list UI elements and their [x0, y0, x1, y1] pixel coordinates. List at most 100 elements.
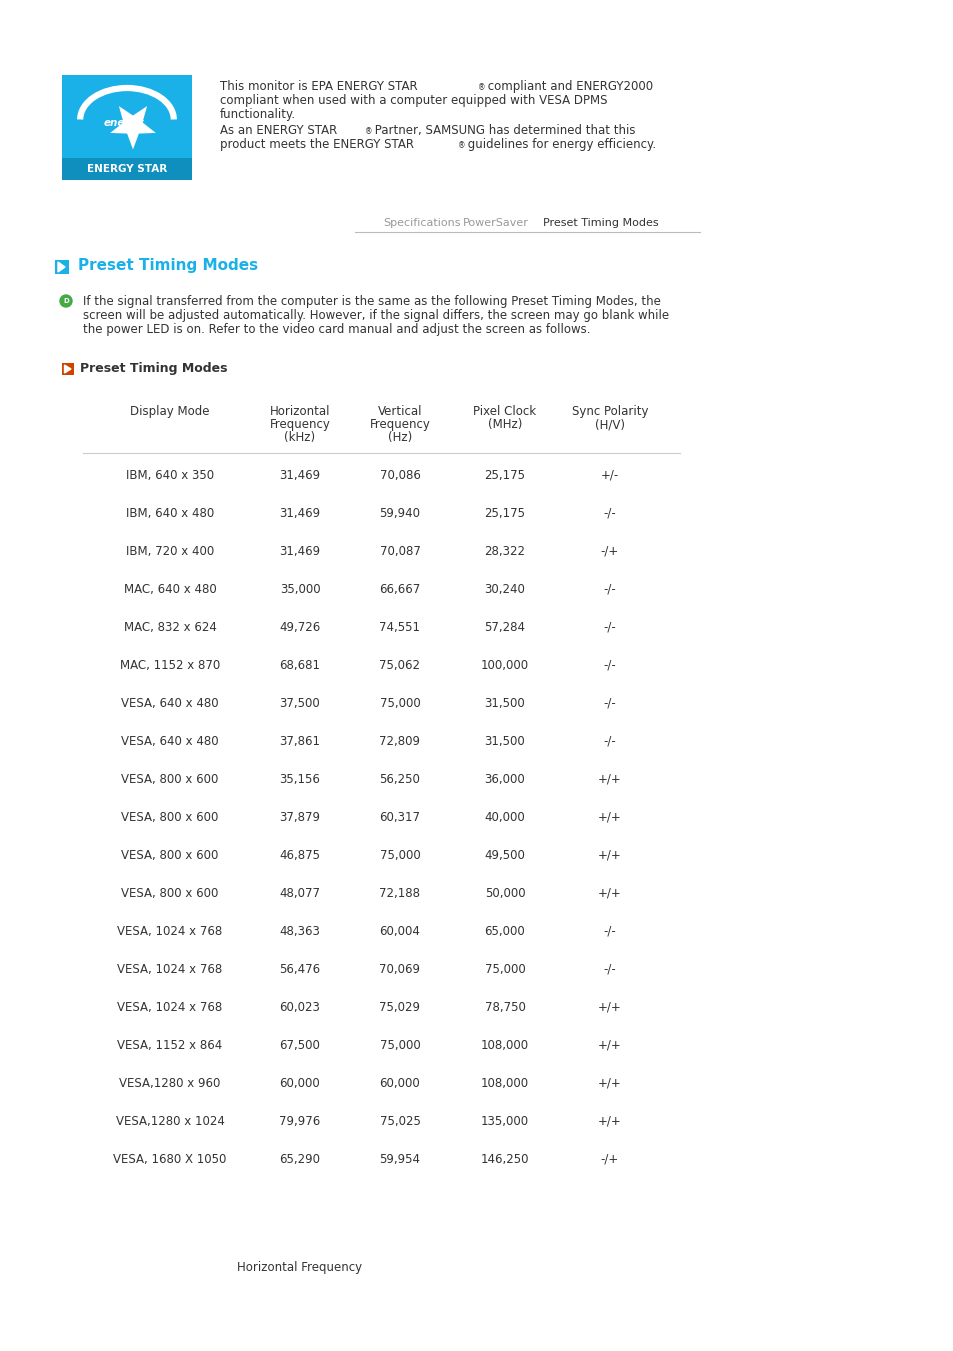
- Text: ®: ®: [477, 82, 485, 92]
- Text: 59,940: 59,940: [379, 507, 420, 520]
- Text: VESA, 1024 x 768: VESA, 1024 x 768: [117, 925, 222, 938]
- Text: 75,000: 75,000: [379, 697, 420, 711]
- Text: VESA, 800 x 600: VESA, 800 x 600: [121, 888, 218, 900]
- Text: +/+: +/+: [598, 811, 621, 824]
- Text: 108,000: 108,000: [480, 1077, 529, 1090]
- Text: ®: ®: [457, 141, 465, 150]
- Text: -/-: -/-: [603, 697, 616, 711]
- Text: 56,476: 56,476: [279, 963, 320, 975]
- Text: IBM, 640 x 480: IBM, 640 x 480: [126, 507, 213, 520]
- Text: IBM, 720 x 400: IBM, 720 x 400: [126, 544, 213, 558]
- Text: 46,875: 46,875: [279, 848, 320, 862]
- Text: 75,000: 75,000: [379, 848, 420, 862]
- Text: (H/V): (H/V): [595, 417, 624, 431]
- Text: 70,087: 70,087: [379, 544, 420, 558]
- Text: 36,000: 36,000: [484, 773, 525, 786]
- Text: +/-: +/-: [600, 469, 618, 482]
- Text: energy: energy: [104, 119, 144, 128]
- Text: 49,726: 49,726: [279, 621, 320, 634]
- Text: 49,500: 49,500: [484, 848, 525, 862]
- Text: 108,000: 108,000: [480, 1039, 529, 1052]
- Text: 40,000: 40,000: [484, 811, 525, 824]
- Text: screen will be adjusted automatically. However, if the signal differs, the scree: screen will be adjusted automatically. H…: [83, 309, 668, 322]
- Text: MAC, 1152 x 870: MAC, 1152 x 870: [120, 659, 220, 671]
- Circle shape: [60, 295, 71, 307]
- Text: (Hz): (Hz): [388, 431, 412, 444]
- Text: VESA, 640 x 480: VESA, 640 x 480: [121, 697, 218, 711]
- Text: 48,363: 48,363: [279, 925, 320, 938]
- Text: guidelines for energy efficiency.: guidelines for energy efficiency.: [463, 138, 656, 151]
- Text: 59,954: 59,954: [379, 1152, 420, 1166]
- Text: Preset Timing Modes: Preset Timing Modes: [78, 258, 258, 273]
- Text: VESA, 1024 x 768: VESA, 1024 x 768: [117, 963, 222, 975]
- Text: 30,240: 30,240: [484, 584, 525, 596]
- Text: VESA,1280 x 1024: VESA,1280 x 1024: [115, 1115, 224, 1128]
- Text: 79,976: 79,976: [279, 1115, 320, 1128]
- Text: 65,290: 65,290: [279, 1152, 320, 1166]
- Text: 31,500: 31,500: [484, 697, 525, 711]
- Text: +/+: +/+: [598, 848, 621, 862]
- Text: -/+: -/+: [600, 544, 618, 558]
- Text: compliant when used with a computer equipped with VESA DPMS: compliant when used with a computer equi…: [220, 95, 607, 107]
- Text: -/-: -/-: [603, 735, 616, 748]
- Text: 75,000: 75,000: [379, 1039, 420, 1052]
- Text: Preset Timing Modes: Preset Timing Modes: [542, 218, 658, 228]
- Text: product meets the ENERGY STAR: product meets the ENERGY STAR: [220, 138, 414, 151]
- Text: -/-: -/-: [603, 584, 616, 596]
- Text: 31,469: 31,469: [279, 544, 320, 558]
- Text: (kHz): (kHz): [284, 431, 315, 444]
- Polygon shape: [65, 365, 71, 373]
- Text: Frequency: Frequency: [270, 417, 330, 431]
- Text: VESA, 800 x 600: VESA, 800 x 600: [121, 811, 218, 824]
- Text: VESA, 1680 X 1050: VESA, 1680 X 1050: [113, 1152, 227, 1166]
- Polygon shape: [110, 107, 155, 150]
- Text: functionality.: functionality.: [220, 108, 295, 122]
- Text: 31,469: 31,469: [279, 507, 320, 520]
- Text: +/+: +/+: [598, 1115, 621, 1128]
- Text: +/+: +/+: [598, 1039, 621, 1052]
- FancyBboxPatch shape: [55, 259, 69, 274]
- Text: 60,023: 60,023: [279, 1001, 320, 1015]
- Text: As an ENERGY STAR: As an ENERGY STAR: [220, 124, 337, 136]
- Text: -/-: -/-: [603, 925, 616, 938]
- Text: 75,000: 75,000: [484, 963, 525, 975]
- Text: VESA, 640 x 480: VESA, 640 x 480: [121, 735, 218, 748]
- Text: +/+: +/+: [598, 888, 621, 900]
- Text: VESA, 1152 x 864: VESA, 1152 x 864: [117, 1039, 222, 1052]
- Text: VESA, 1024 x 768: VESA, 1024 x 768: [117, 1001, 222, 1015]
- Text: Horizontal: Horizontal: [270, 405, 330, 417]
- Text: 135,000: 135,000: [480, 1115, 529, 1128]
- Text: Display Mode: Display Mode: [131, 405, 210, 417]
- Text: VESA,1280 x 960: VESA,1280 x 960: [119, 1077, 220, 1090]
- Text: 35,000: 35,000: [279, 584, 320, 596]
- Text: IBM, 640 x 350: IBM, 640 x 350: [126, 469, 213, 482]
- Text: 65,000: 65,000: [484, 925, 525, 938]
- Text: 37,500: 37,500: [279, 697, 320, 711]
- Text: 35,156: 35,156: [279, 773, 320, 786]
- FancyBboxPatch shape: [62, 363, 74, 376]
- Text: the power LED is on. Refer to the video card manual and adjust the screen as fol: the power LED is on. Refer to the video …: [83, 323, 590, 336]
- Text: Sync Polarity: Sync Polarity: [571, 405, 648, 417]
- Text: 31,500: 31,500: [484, 735, 525, 748]
- Text: compliant and ENERGY2000: compliant and ENERGY2000: [483, 80, 653, 93]
- Text: 75,025: 75,025: [379, 1115, 420, 1128]
- Text: -/-: -/-: [603, 507, 616, 520]
- Text: ENERGY STAR: ENERGY STAR: [87, 163, 167, 174]
- Text: 70,086: 70,086: [379, 469, 420, 482]
- Text: 70,069: 70,069: [379, 963, 420, 975]
- Text: 60,000: 60,000: [279, 1077, 320, 1090]
- Text: 75,029: 75,029: [379, 1001, 420, 1015]
- Text: 48,077: 48,077: [279, 888, 320, 900]
- Text: (MHz): (MHz): [487, 417, 521, 431]
- Text: 60,004: 60,004: [379, 925, 420, 938]
- Text: 56,250: 56,250: [379, 773, 420, 786]
- Text: PowerSaver: PowerSaver: [462, 218, 528, 228]
- Text: ®: ®: [365, 127, 372, 136]
- Text: 60,000: 60,000: [379, 1077, 420, 1090]
- Text: MAC, 832 x 624: MAC, 832 x 624: [124, 621, 216, 634]
- Text: +/+: +/+: [598, 773, 621, 786]
- Polygon shape: [58, 262, 65, 272]
- Text: D: D: [63, 299, 69, 304]
- Text: -/-: -/-: [603, 621, 616, 634]
- Text: 37,879: 37,879: [279, 811, 320, 824]
